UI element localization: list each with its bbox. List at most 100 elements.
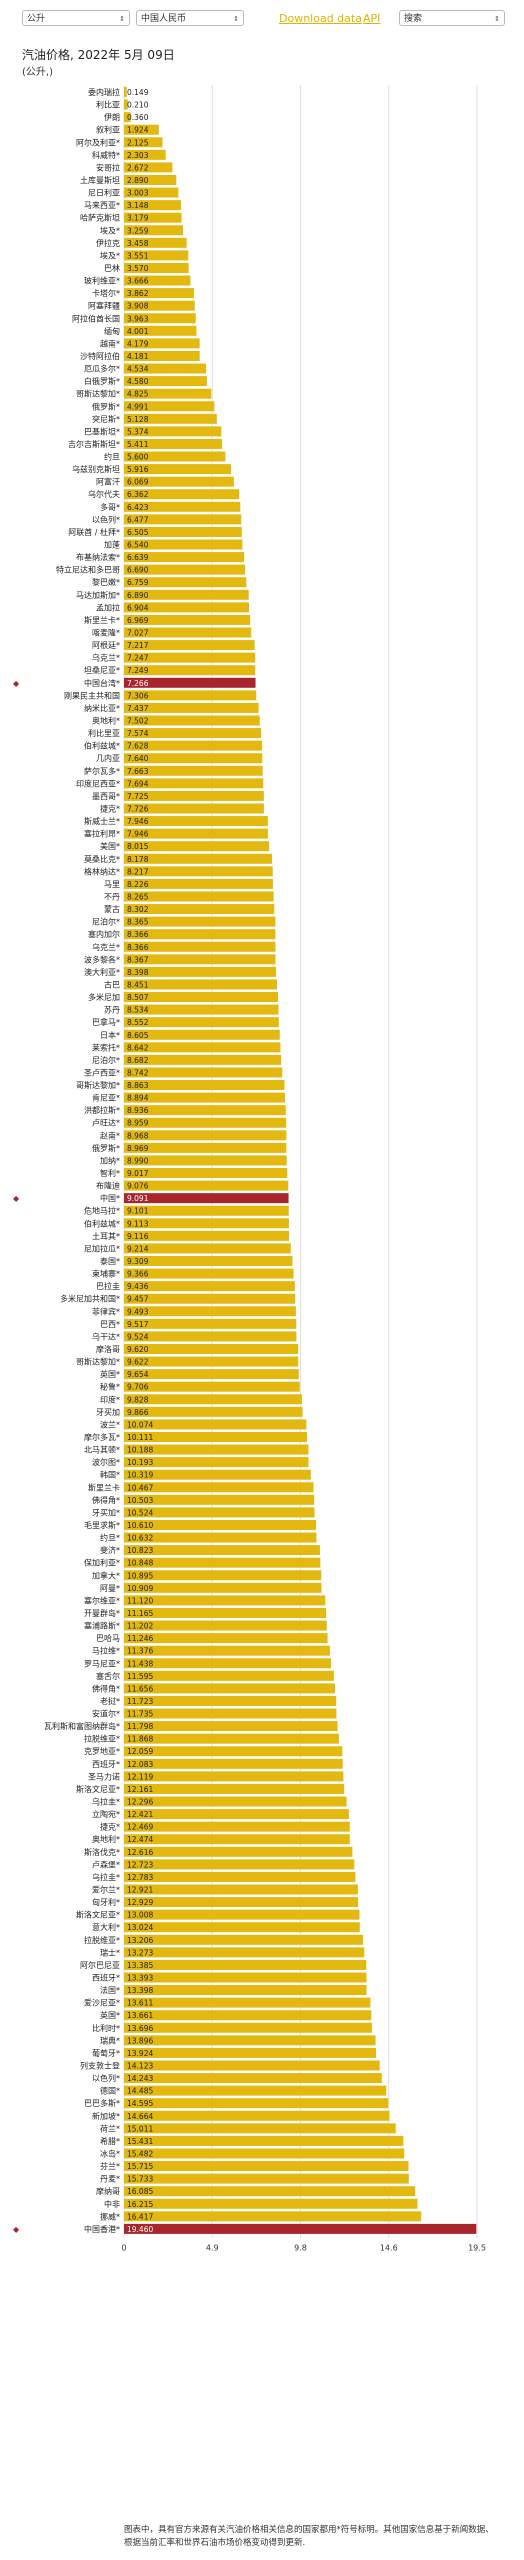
category-label: 奥地利* xyxy=(92,716,120,726)
bar xyxy=(124,941,276,952)
category-label: 特立尼达和多巴哥 xyxy=(56,565,120,575)
currency-select[interactable]: 中国人民币 ⇕ xyxy=(136,10,244,26)
bar-value-label: 12.083 xyxy=(127,1760,153,1769)
bar-value-label: 10.074 xyxy=(127,1420,153,1429)
category-label: 吉尔吉斯斯坦* xyxy=(68,439,120,449)
bar-value-label: 10.188 xyxy=(127,1446,153,1455)
bar xyxy=(124,1067,283,1078)
bar-value-label: 8.968 xyxy=(127,1131,149,1140)
bar xyxy=(124,225,183,236)
bar xyxy=(124,1381,300,1392)
highlight-marker-icon: ◆ xyxy=(13,2225,20,2234)
category-label: 阿富汗 xyxy=(96,477,120,487)
bar xyxy=(124,1494,315,1505)
bar xyxy=(124,2047,377,2058)
top-toolbar: 公升 ⇕ 中国人民币 ⇕ Download data API 搜索 ⇕ xyxy=(0,0,524,36)
bar-value-label: 8.959 xyxy=(127,1119,149,1128)
bar-value-label: 13.398 xyxy=(127,1986,153,1995)
api-link[interactable]: API xyxy=(363,12,381,25)
chevron-updown-icon: ⇕ xyxy=(494,15,500,23)
bar-value-label: 5.128 xyxy=(127,415,149,424)
bar xyxy=(124,1105,286,1116)
bar-value-label: 6.505 xyxy=(127,528,149,537)
bar-value-label: 12.119 xyxy=(127,1772,153,1781)
bar-value-label: 13.661 xyxy=(127,2011,153,2020)
download-data-link[interactable]: Download data xyxy=(279,12,362,25)
bar-value-label: 8.936 xyxy=(127,1106,149,1115)
bar xyxy=(124,2073,382,2084)
bar xyxy=(124,2198,418,2209)
bar xyxy=(124,1972,367,1983)
category-label: 布基纳法索* xyxy=(76,552,120,562)
bar xyxy=(124,1344,299,1354)
category-label: 智利* xyxy=(100,1168,120,1178)
bar-value-label: 8.894 xyxy=(127,1094,149,1103)
bar xyxy=(124,112,131,123)
category-label: 芬兰* xyxy=(100,2161,120,2171)
bar xyxy=(124,1985,367,1996)
bar-value-label: 6.477 xyxy=(127,515,149,524)
bar-value-label: 10.848 xyxy=(127,1559,153,1568)
bar xyxy=(124,690,257,701)
bar-value-label: 6.423 xyxy=(127,503,149,512)
category-label: 阿曼* xyxy=(100,1584,120,1593)
bar xyxy=(124,966,277,977)
bar-value-label: 8.507 xyxy=(127,993,149,1002)
bar xyxy=(124,1783,345,1794)
bar xyxy=(124,878,273,889)
category-label: 巴拉圭 xyxy=(96,1281,120,1291)
x-tick-label: 14.6 xyxy=(380,2243,398,2252)
bar-value-label: 8.365 xyxy=(127,918,149,927)
bar xyxy=(124,992,278,1003)
footnote: 图表中，具有官方来源有关汽油价格相关信息的国家都用*符号标明。其他国家信息基于新… xyxy=(124,2525,494,2548)
category-label: 挪威* xyxy=(100,2211,120,2221)
bar-value-label: 10.895 xyxy=(127,1571,153,1580)
bar xyxy=(124,753,263,764)
bar xyxy=(124,891,274,902)
bar-value-label: 9.706 xyxy=(127,1383,149,1392)
bar-value-label: 15.011 xyxy=(127,2124,153,2133)
category-label: 斯里兰卡 xyxy=(88,1482,120,1492)
bar xyxy=(124,916,276,927)
bar xyxy=(124,124,159,135)
bar-value-label: 11.735 xyxy=(127,1710,153,1719)
category-label: 约旦 xyxy=(104,452,120,462)
category-label: 圣马力诺 xyxy=(88,1771,120,1781)
bar-value-label: 6.069 xyxy=(127,478,149,487)
bar-value-label: 13.024 xyxy=(127,1923,153,1932)
bar xyxy=(124,816,268,827)
search-select[interactable]: 搜索 ⇕ xyxy=(399,10,505,26)
bar-value-label: 8.682 xyxy=(127,1056,149,1065)
bar-value-label: 10.193 xyxy=(127,1458,153,1467)
bar xyxy=(124,1268,294,1279)
category-label: 英国* xyxy=(100,1369,120,1379)
category-label: 日本* xyxy=(100,1030,120,1040)
bar-value-label: 11.165 xyxy=(127,1609,153,1618)
category-label: 牙买加 xyxy=(96,1407,120,1417)
bar-value-label: 14.243 xyxy=(127,2074,153,2083)
category-label: 多米尼加 xyxy=(88,992,120,1002)
bar-value-label: 4.181 xyxy=(127,352,149,361)
currency-select-value: 中国人民币 xyxy=(141,14,187,24)
category-label: 拉脱维亚* xyxy=(84,1935,120,1945)
category-label: 斯洛文尼亚* xyxy=(76,1784,120,1794)
bar-value-label: 13.924 xyxy=(127,2049,153,2058)
bar-value-label: 12.929 xyxy=(127,1898,153,1907)
bar xyxy=(124,1243,291,1254)
unit-select[interactable]: 公升 ⇕ xyxy=(22,10,130,26)
category-label: 几内亚 xyxy=(96,753,120,763)
bar-value-label: 7.694 xyxy=(127,779,149,788)
category-label: 克罗地亚* xyxy=(84,1746,120,1756)
category-label: 土耳其* xyxy=(92,1231,120,1241)
category-label: 乌克兰* xyxy=(92,653,120,663)
bar xyxy=(124,539,243,550)
bar xyxy=(124,2186,416,2197)
chevron-updown-icon: ⇕ xyxy=(119,15,125,23)
bar xyxy=(124,87,127,97)
category-label: 罗马尼亚* xyxy=(84,1659,120,1668)
category-label: 利比亚 xyxy=(96,100,120,110)
bar xyxy=(124,577,247,588)
bar xyxy=(124,1997,371,2008)
bar-value-label: 8.226 xyxy=(127,880,149,889)
bar-value-label: 8.178 xyxy=(127,855,149,864)
